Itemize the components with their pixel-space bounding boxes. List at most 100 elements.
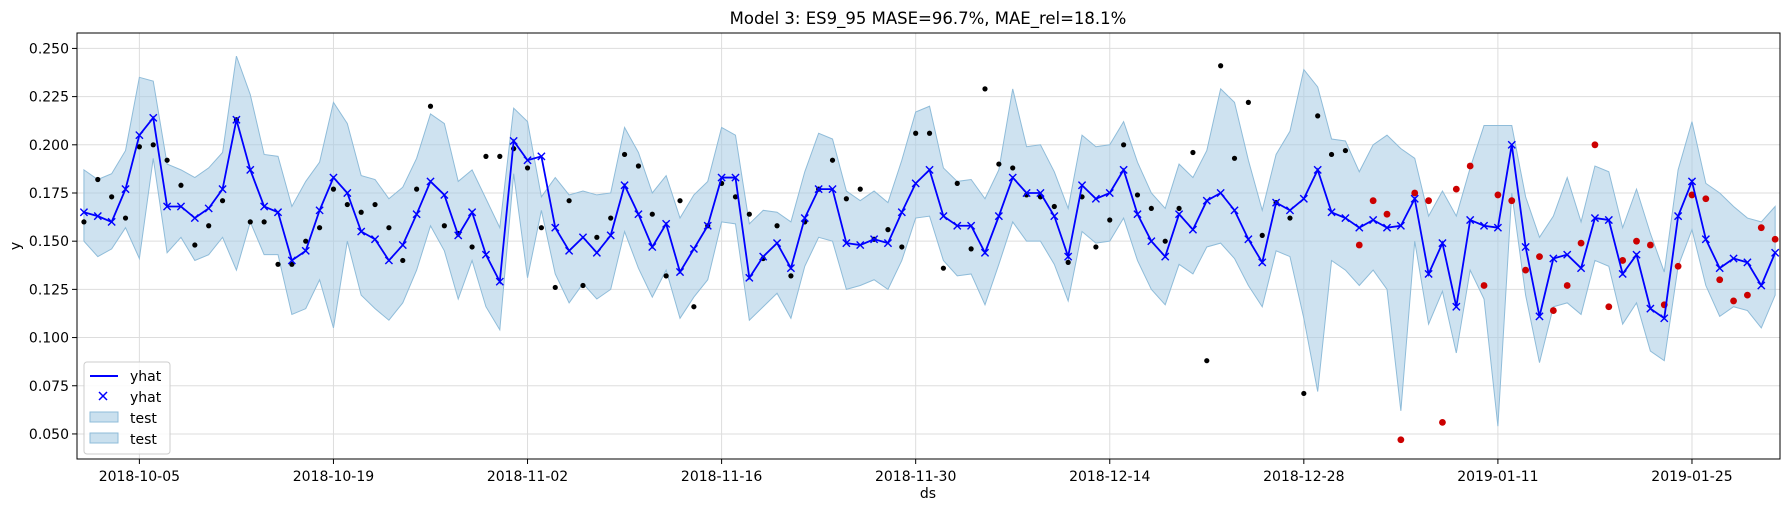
train-point: [774, 223, 780, 229]
x-tick-label: 2018-10-19: [293, 469, 374, 485]
yhat-marker: [1382, 223, 1392, 232]
train-point: [621, 151, 628, 158]
yhat-marker: [1064, 252, 1073, 261]
yhat-marker: [1258, 258, 1267, 267]
test-point: [1355, 241, 1363, 249]
yhat-marker: [260, 202, 269, 211]
y-axis-label: y: [8, 242, 24, 250]
yhat-marker: [925, 165, 934, 174]
train-point: [732, 194, 739, 200]
test-point: [1688, 191, 1696, 199]
train-point: [303, 238, 309, 244]
test-point: [1674, 262, 1682, 270]
train-point: [954, 180, 960, 186]
train-point: [81, 219, 87, 225]
train-point: [1134, 192, 1141, 198]
legend-x-swatch: [98, 391, 108, 401]
yhat-marker: [1466, 215, 1475, 225]
train-point: [275, 261, 281, 267]
yhat-marker: [1590, 213, 1600, 223]
train-point: [1107, 217, 1113, 223]
train-point: [1010, 165, 1016, 171]
yhat-marker: [163, 202, 172, 211]
yhat-marker: [1660, 314, 1669, 323]
train-point: [788, 273, 794, 279]
yhat-marker: [467, 208, 477, 217]
yhat-marker: [454, 231, 463, 240]
legend-label-test-2: test: [130, 432, 157, 448]
yhat-marker: [135, 131, 144, 140]
train-point: [552, 284, 558, 291]
train-point: [608, 215, 614, 221]
train-point: [857, 186, 863, 192]
yhat-marker: [1743, 258, 1752, 267]
yhat-marker: [246, 165, 255, 174]
yhat-marker: [343, 188, 352, 198]
yhat-marker: [772, 239, 782, 248]
test-point: [1452, 185, 1460, 193]
yhat-marker: [1563, 250, 1572, 259]
yhat-marker: [1022, 188, 1031, 198]
yhat-marker: [1272, 198, 1281, 207]
yhat-marker: [1036, 188, 1045, 198]
yhat-marker: [1646, 304, 1655, 313]
train-point: [1204, 358, 1210, 364]
test-point: [1744, 291, 1751, 299]
yhat-marker: [1396, 221, 1405, 230]
yhat-marker: [1327, 208, 1336, 217]
yhat-marker: [814, 185, 823, 194]
yhat-marker: [1188, 225, 1198, 234]
y-tick-label: 0.225: [29, 90, 69, 106]
train-point: [1148, 205, 1154, 212]
yhat-marker: [1050, 212, 1059, 221]
train-point: [1245, 99, 1251, 105]
train-point: [1259, 232, 1265, 238]
train-point: [219, 198, 226, 204]
x-tick-label: 2018-11-02: [487, 469, 568, 485]
train-point: [497, 153, 503, 159]
yhat-marker: [1091, 194, 1100, 203]
yhat-marker: [537, 152, 546, 161]
yhat-marker: [648, 242, 657, 252]
train-point: [400, 257, 406, 264]
train-point: [150, 142, 156, 148]
yhat-marker: [1687, 177, 1697, 186]
yhat-marker: [620, 181, 629, 190]
test-point: [1646, 241, 1654, 249]
train-point: [1176, 205, 1182, 212]
yhat-marker: [592, 248, 601, 257]
test-actual-points: [1355, 141, 1779, 444]
x-tick-label: 2018-11-16: [681, 469, 762, 485]
yhat-marker: [869, 235, 879, 244]
yhat-marker: [800, 213, 809, 223]
yhat-marker: [717, 173, 726, 182]
yhat-marker: [1771, 248, 1780, 257]
y-tick-label: 0.175: [29, 186, 69, 202]
train-point: [926, 130, 933, 136]
yhat-marker: [786, 264, 796, 273]
test-point: [1383, 210, 1391, 218]
train-point: [524, 165, 531, 171]
test-point: [1605, 303, 1613, 311]
test-point: [1522, 266, 1530, 274]
train-point: [386, 225, 392, 231]
train-point: [483, 153, 489, 159]
x-tick-label: 2018-12-14: [1069, 469, 1150, 485]
band-area: [83, 55, 1776, 427]
train-point: [580, 282, 586, 289]
yhat-marker: [1341, 213, 1350, 223]
yhat-marker: [731, 173, 740, 182]
y-tick-label: 0.100: [29, 331, 69, 347]
train-point: [1342, 147, 1349, 154]
yhat-marker: [1424, 269, 1433, 279]
yhat-marker: [1285, 206, 1295, 215]
yhat-marker: [1715, 264, 1724, 273]
x-axis-label: ds: [920, 486, 936, 502]
train-point: [1287, 215, 1293, 221]
train-point: [982, 86, 988, 92]
yhat-marker: [273, 208, 283, 217]
train-point: [469, 244, 475, 250]
test-point: [1439, 418, 1446, 426]
train-point: [1231, 155, 1238, 161]
